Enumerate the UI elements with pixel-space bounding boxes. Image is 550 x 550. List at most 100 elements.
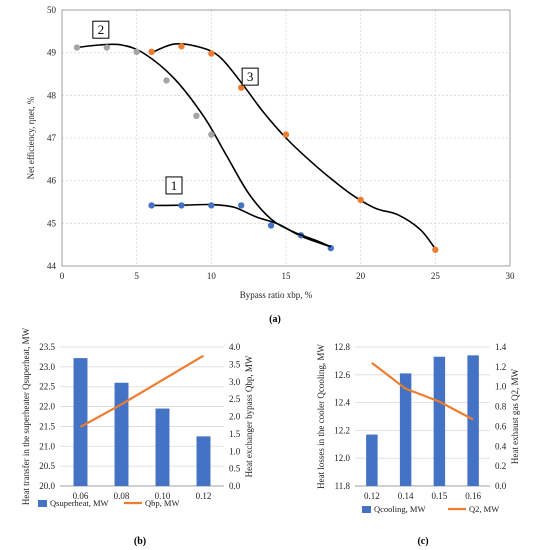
- c-right-ytick-label: 0.6: [495, 421, 507, 431]
- c-line-series: [371, 362, 474, 421]
- a-series-3-point: [178, 43, 185, 50]
- a-series-1-point: [238, 202, 245, 209]
- b-right-ytick-label: 3.0: [229, 377, 241, 387]
- panel-b-chart: 20.0 20.5 21.0 21.5 22.0 22.5 23.0 23.5 0.0 0.5 1.…: [21, 327, 254, 508]
- b-bar: [73, 358, 88, 486]
- b-xtick-label: 0.06: [73, 491, 89, 501]
- c-legend-bar-label: Qcooling, MW: [374, 504, 425, 514]
- c-right-ytick-label: 1.2: [495, 362, 506, 372]
- c-right-ytick-label: 1.4: [495, 342, 507, 352]
- panel-c-caption: (c): [417, 536, 428, 547]
- a-series-2-point: [208, 131, 215, 138]
- c-xtick-label: 0.15: [432, 491, 448, 501]
- c-right-y-axis-title: Heat exhaust gas Q2, MW: [510, 368, 520, 464]
- a-series-3-point: [208, 50, 215, 57]
- a-series-3-point: [238, 84, 245, 91]
- a-series-2-point: [73, 44, 81, 51]
- c-bar: [399, 373, 412, 486]
- a-series-1-point: [267, 222, 275, 229]
- b-left-ytick-label: 20.5: [39, 461, 55, 471]
- c-xtick-label: 0.14: [398, 491, 414, 501]
- b-bar: [114, 382, 129, 486]
- b-right-y-axis-title: Heat exchanger bypass Qbp, MW: [244, 355, 254, 477]
- panel-b-caption: (b): [134, 536, 146, 547]
- a-xtick-label: 25: [431, 271, 441, 281]
- b-legend-line-label: Qbp, MW: [145, 498, 179, 508]
- c-right-ytick-label: 0.0: [495, 481, 507, 491]
- c-right-ytick-label: 0.2: [495, 461, 506, 471]
- a-series-3-curve: [151, 42, 436, 250]
- a-series-1-point: [208, 202, 215, 209]
- b-left-ytick-label: 23.5: [39, 342, 55, 352]
- a-series-label-box: [165, 176, 183, 195]
- c-right-ytick-label: 0.4: [495, 441, 507, 451]
- c-right-ytick-label: 0.8: [495, 402, 507, 412]
- a-ytick-label: 46: [47, 176, 57, 186]
- b-left-ytick-label: 22.5: [39, 382, 55, 392]
- b-right-ytick-label: 2.5: [229, 394, 241, 404]
- a-plot-frame: [61, 9, 511, 267]
- a-ytick-label: 50: [47, 5, 57, 15]
- b-right-ytick-label: 0.5: [229, 464, 241, 474]
- b-right-ytick-label: 3.5: [229, 359, 241, 369]
- b-bar: [196, 436, 211, 486]
- b-left-ytick-label: 22.0: [39, 402, 55, 412]
- c-left-ytick-label: 12.2: [334, 425, 350, 435]
- panel-a-caption: (a): [269, 314, 281, 325]
- b-legend-bar-swatch: [38, 500, 47, 507]
- a-series-3-point: [432, 246, 439, 253]
- c-bar: [467, 355, 479, 486]
- a-y-axis-title: Net efficiency, ηnet, %: [26, 96, 36, 179]
- c-right-ytick-label: 1.0: [495, 382, 507, 392]
- c-left-ytick-label: 12.6: [334, 370, 350, 380]
- b-xtick-label: 0.08: [114, 491, 130, 501]
- b-xtick-label: 0.12: [196, 491, 212, 501]
- a-xtick-label: 0: [60, 271, 65, 281]
- a-series-3-point: [148, 48, 155, 56]
- b-left-ytick-label: 20.0: [39, 481, 55, 491]
- c-legend-line-label: Q2, MW: [469, 504, 499, 514]
- a-series-2-point: [193, 112, 200, 120]
- a-xtick-label: 15: [282, 271, 292, 281]
- a-series-2-point: [103, 44, 111, 51]
- a-series-2-curve: [76, 43, 332, 248]
- c-left-ytick-label: 11.8: [335, 481, 351, 491]
- a-series-1-curve: [148, 203, 332, 248]
- panel-a-chart: 44 45 46 47 48 49 50 0 5 10 15 20 25 30 Bypass ratio x…: [26, 5, 515, 300]
- b-left-ytick-label: 23.0: [39, 362, 55, 372]
- b-xtick-label: 0.10: [155, 491, 171, 501]
- a-series-label: 1: [171, 178, 178, 193]
- b-left-ytick-label: 21.5: [39, 421, 55, 431]
- a-xtick-label: 10: [207, 271, 217, 281]
- a-series-label-box: [241, 67, 259, 86]
- b-right-ytick-label: 4.0: [229, 342, 241, 352]
- a-ytick-label: 44: [47, 261, 57, 271]
- a-xtick-label: 5: [134, 271, 139, 281]
- b-right-ytick-label: 2.0: [229, 412, 241, 422]
- a-xtick-label: 30: [506, 271, 516, 281]
- c-left-ytick-label: 12.4: [334, 398, 350, 408]
- a-ytick-label: 47: [47, 133, 57, 143]
- a-series-1-point: [148, 202, 155, 209]
- a-ytick-label: 48: [47, 90, 57, 100]
- a-series-1-point: [178, 202, 185, 209]
- c-left-ytick-label: 12.0: [334, 453, 350, 463]
- a-series-3-point: [357, 196, 364, 204]
- b-line-series: [79, 354, 205, 428]
- b-left-ytick-label: 21.0: [39, 441, 55, 451]
- a-x-axis-title: Bypass ratio xbp, %: [240, 290, 313, 300]
- b-bar: [155, 408, 170, 486]
- a-series-label-box: [92, 20, 110, 39]
- b-right-ytick-label: 1.5: [229, 429, 241, 439]
- a-series-3-point: [282, 131, 290, 138]
- a-ytick-label: 45: [47, 218, 57, 228]
- c-left-ytick-label: 12.8: [334, 342, 350, 352]
- c-legend-bar-swatch: [362, 506, 371, 513]
- c-left-y-axis-title: Heat losses in the cooler Qcooling, MW: [316, 344, 326, 489]
- c-xtick-label: 0.12: [364, 491, 380, 501]
- a-series-2-point: [133, 48, 140, 56]
- a-series-label: 3: [247, 69, 254, 84]
- b-right-ytick-label: 0.0: [229, 481, 241, 491]
- b-left-y-axis-title: Heat transfer in the superheater Qsuperh…: [21, 327, 31, 505]
